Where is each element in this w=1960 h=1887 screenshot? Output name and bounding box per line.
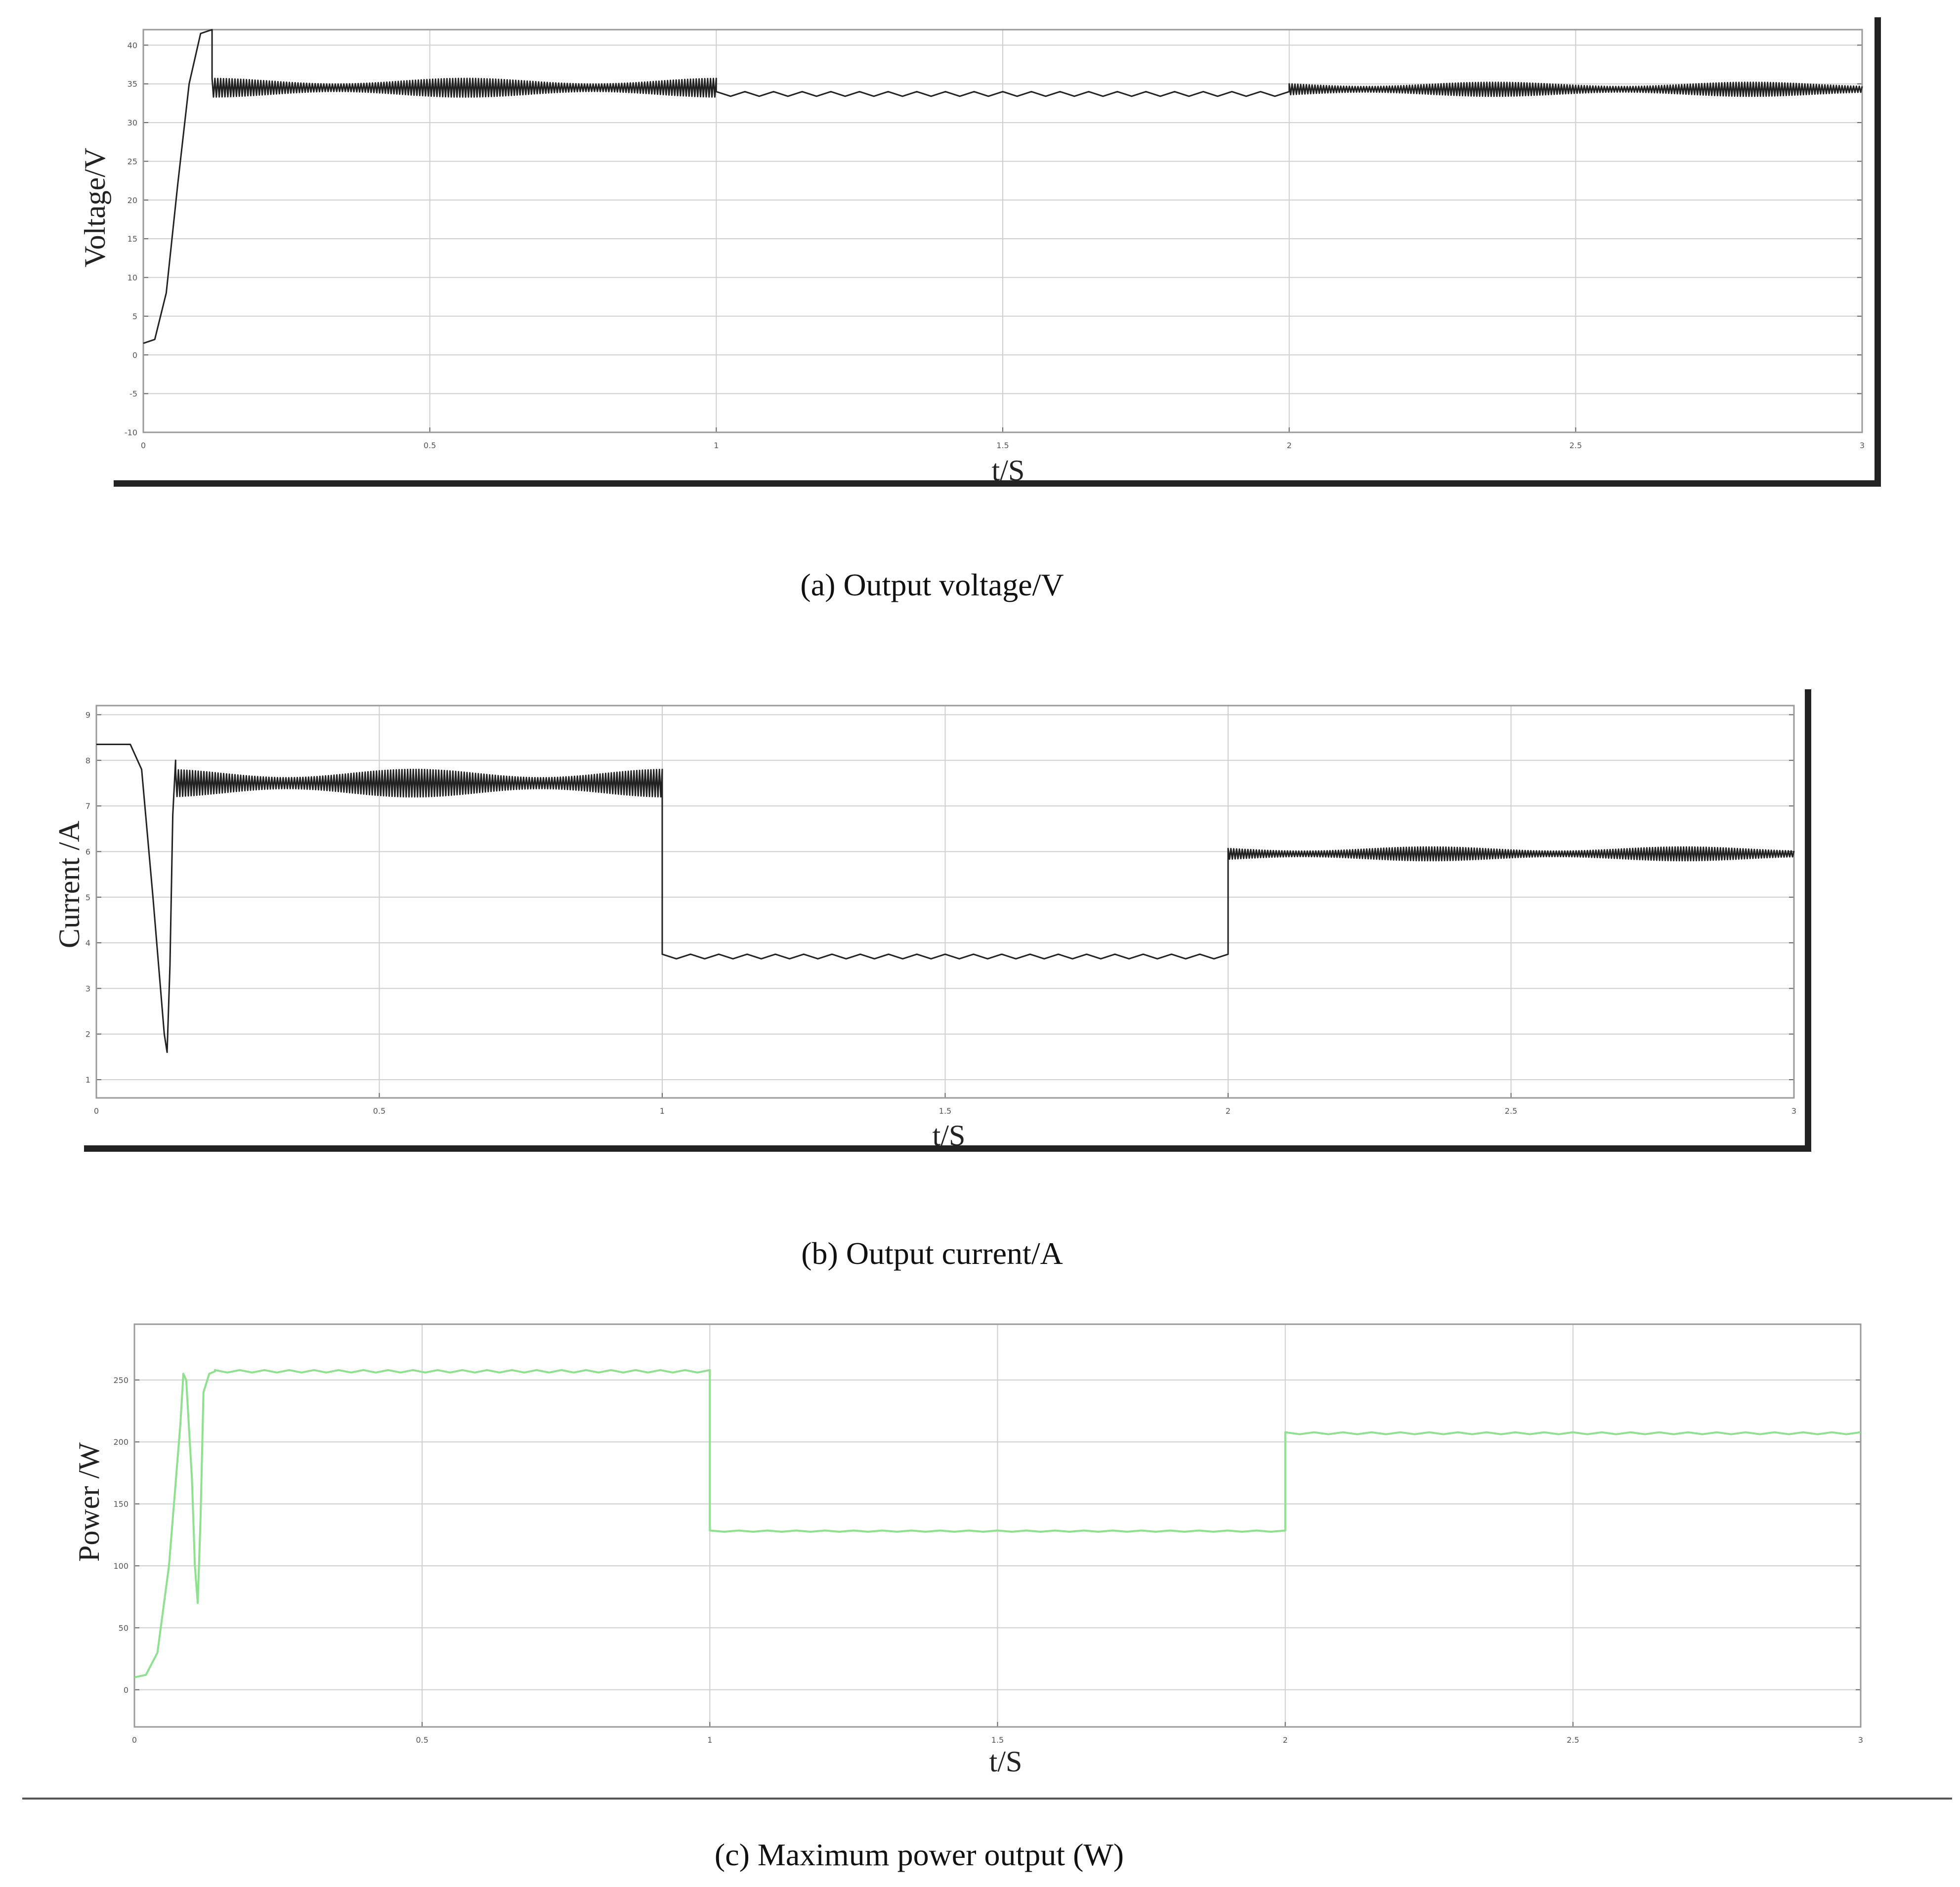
y-tick-label: 200 [113,1437,128,1447]
y-tick-label: 40 [128,41,137,50]
x-tick-label: 0.5 [424,441,436,450]
chart-frame-shadow-right [1805,689,1811,1151]
y-tick-label: 25 [128,157,137,166]
y-axis-label: Power /W [73,1442,105,1562]
x-tick-label: 0 [94,1106,99,1116]
x-tick-label: 0 [132,1735,137,1745]
series-line [96,744,1795,1053]
y-tick-label: 5 [85,893,90,902]
x-tick-label: 1.5 [996,441,1009,450]
x-tick-label: 2 [1226,1106,1231,1116]
y-tick-label: 250 [113,1376,128,1385]
y-tick-label: -10 [125,428,137,437]
y-tick-label: 100 [113,1561,128,1571]
y-tick-label: 10 [128,273,137,283]
chart-caption: (b) Output current/A [801,1236,1063,1271]
series-line [134,1369,1861,1678]
voltage-plot-area: 0 0.5 1 1.5 2 2.5 3 -10 -5 0 5 10 15 20 25 30 35 40 [125,29,1865,450]
power-plot-area: 0 0.5 1 1.5 2 2.5 3 0 50 100 150 200 250 [113,1323,1863,1745]
y-tick-label: -5 [129,389,137,399]
x-tick-label: 2.5 [1570,441,1582,450]
current-plot-area: 0 0.5 1 1.5 2 2.5 3 1 2 3 4 5 6 7 8 9 [85,705,1796,1116]
y-tick-label: 3 [85,984,90,993]
x-tick-label: 2 [1283,1735,1288,1745]
x-axis-label: t/S [989,1745,1023,1778]
y-tick-label: 20 [128,196,137,205]
plot-frame [142,29,1863,433]
y-axis-label: Voltage/V [79,148,111,267]
x-tick-label: 3 [1858,1735,1863,1745]
x-tick-label: 3 [1791,1106,1796,1116]
y-tick-label: 35 [128,80,137,89]
y-tick-label: 0 [124,1685,128,1695]
x-tick-label: 2.5 [1567,1735,1579,1745]
x-tick-label: 0.5 [416,1735,428,1745]
y-tick-label: 15 [128,234,137,244]
x-tick-label: 3 [1860,441,1865,450]
y-tick-label: 6 [85,847,90,856]
y-tick-label: 50 [119,1623,128,1633]
y-tick-label: 2 [85,1030,90,1039]
chart-caption: (c) Maximum power output (W) [715,1837,1124,1872]
chart-caption: (a) Output voltage/V [800,567,1064,602]
y-tick-label: 8 [85,756,90,765]
y-axis-label: Current /A [53,821,85,948]
y-tick-label: 9 [85,710,90,719]
x-tick-label: 0.5 [373,1106,385,1116]
y-tick-label: 150 [113,1500,128,1509]
chart-frame-shadow-bottom [114,480,1881,487]
x-tick-label: 1.5 [991,1735,1004,1745]
x-axis-label: t/S [992,454,1025,487]
voltage-chart: 0 0.5 1 1.5 2 2.5 3 -10 -5 0 5 10 15 20 25 30 35 40 Volta… [79,17,1881,602]
x-tick-label: 1 [707,1735,712,1745]
y-tick-label: 5 [132,312,137,321]
y-tick-label: 7 [85,801,90,811]
plot-frame [95,705,1795,1099]
chart-frame-shadow-right [1875,17,1881,487]
chart-frame-shadow-bottom [84,1145,1811,1152]
x-tick-label: 1 [714,441,719,450]
y-tick-label: 1 [85,1075,90,1085]
plot-frame [133,1323,1862,1728]
x-tick-label: 2 [1287,441,1292,450]
power-chart: 0 0.5 1 1.5 2 2.5 3 0 50 100 150 200 250 Power /W t/… [22,1323,1952,1872]
y-tick-label: 30 [128,118,137,127]
x-tick-label: 1.5 [939,1106,951,1116]
x-tick-label: 1 [660,1106,665,1116]
x-axis-label: t/S [933,1119,966,1152]
x-tick-label: 0 [141,441,146,450]
series-line [143,29,1863,344]
y-tick-label: 4 [85,938,90,948]
current-chart: 0 0.5 1 1.5 2 2.5 3 1 2 3 4 5 6 7 8 9 Current /A t/S (b… [53,689,1811,1271]
x-tick-label: 2.5 [1505,1106,1517,1116]
y-tick-label: 0 [132,350,137,360]
